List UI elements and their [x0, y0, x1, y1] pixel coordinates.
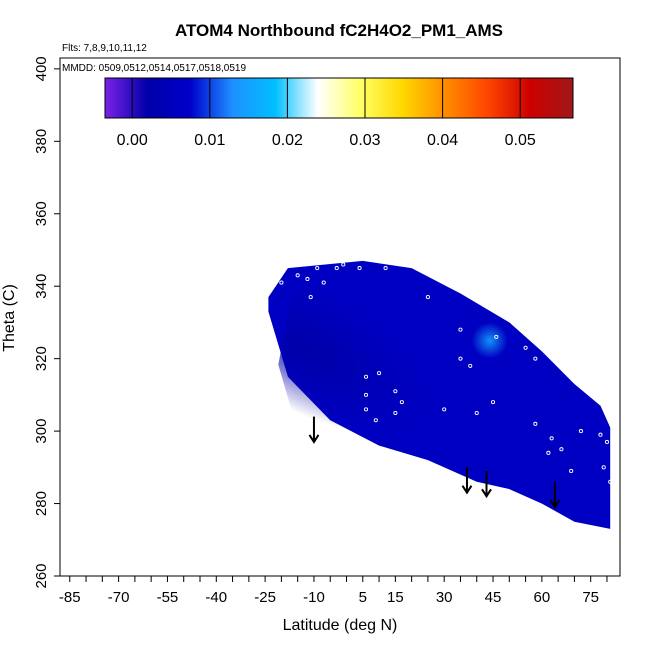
observation-point: [549, 436, 554, 441]
colorbar-tick-label: 0.02: [272, 132, 303, 149]
x-tick-label: 15: [387, 589, 404, 606]
flight-arrow: [549, 481, 561, 510]
field-high-spot: [471, 322, 508, 359]
observation-point: [546, 450, 551, 455]
observation-point: [494, 334, 499, 339]
y-axis: 260 280 300 320 340 360 380 400: [33, 56, 60, 589]
observation-point: [442, 407, 447, 412]
contour-field: [189, 260, 611, 529]
observation-point: [321, 280, 326, 285]
y-tick-label: 260: [33, 563, 50, 588]
observation-point: [490, 400, 496, 405]
observation-point: [578, 429, 583, 434]
x-tick-label: -85: [59, 589, 81, 606]
y-axis-title: Theta (C): [1, 284, 18, 352]
x-tick-label: -25: [254, 589, 276, 606]
observation-point: [559, 447, 564, 452]
observation-point: [377, 371, 382, 376]
y-tick-label: 340: [33, 274, 50, 299]
observation-point: [523, 345, 528, 350]
observation-point: [334, 266, 339, 271]
observation-point: [533, 421, 538, 426]
observation-point: [458, 327, 463, 332]
colorbar-tick-label: 0.01: [194, 132, 225, 149]
x-tick-label: -70: [108, 589, 130, 606]
flight-arrow: [481, 470, 492, 499]
observation-point: [608, 479, 613, 484]
x-axis: -85 -70 -55 -40 -25 -10 5 15 30 45 60 75: [59, 576, 608, 606]
observation-point: [315, 266, 320, 271]
colorbar-tick-label: 0.04: [427, 132, 458, 149]
observation-point: [295, 273, 300, 278]
x-tick-label: 5: [359, 589, 367, 606]
y-tick-label: 300: [33, 419, 50, 444]
flights-note: Flts: 7,8,9,10,11,12: [62, 43, 147, 54]
observation-point: [393, 389, 398, 394]
colorbar: 0.00 0.01 0.02 0.03 0.04 0.05: [104, 77, 574, 149]
flight-arrow: [461, 467, 473, 495]
observation-point: [373, 418, 378, 423]
x-tick-label: 45: [485, 589, 502, 606]
observation-point: [598, 432, 603, 437]
observation-points: [279, 262, 613, 484]
observation-point: [604, 439, 610, 445]
colorbar-tick-label: 0.00: [117, 132, 148, 149]
x-tick-label: -40: [205, 589, 227, 606]
observation-point: [383, 266, 388, 271]
x-tick-label: 75: [582, 589, 599, 606]
y-tick-label: 400: [33, 56, 50, 81]
colorbar-tick-label: 0.05: [505, 132, 536, 149]
flight-arrow-head: [308, 434, 320, 444]
x-tick-label: -10: [303, 589, 325, 606]
observation-point: [601, 465, 606, 470]
flight-arrow: [308, 416, 320, 444]
observation-point: [474, 410, 479, 416]
observation-point: [569, 468, 574, 474]
y-tick-label: 380: [33, 129, 50, 154]
dates-note: MMDD: 0509,0512,0514,0517,0518,0519: [62, 63, 246, 74]
observation-point: [363, 407, 369, 412]
observation-point: [393, 410, 398, 416]
x-tick-label: 60: [534, 589, 551, 606]
observation-point: [458, 356, 463, 361]
y-tick-label: 360: [33, 201, 50, 226]
observation-point: [399, 400, 404, 405]
observation-point: [308, 295, 313, 300]
observation-point: [468, 363, 473, 368]
plot-frame: [59, 57, 621, 577]
flight-arrow-head: [461, 485, 473, 495]
flight-arrow-head: [549, 499, 561, 510]
chart-title: ATOM4 Northbound fC2H4O2_PM1_AMS: [175, 21, 503, 40]
flight-arrows: [308, 416, 561, 510]
observation-point: [425, 295, 430, 300]
observation-point: [357, 266, 362, 271]
x-axis-title: Latitude (deg N): [283, 617, 398, 634]
observation-point: [341, 262, 346, 267]
flight-arrow-head: [481, 488, 492, 499]
colorbar-tick-label: 0.03: [349, 132, 380, 149]
x-tick-label: -55: [157, 589, 179, 606]
observation-point: [533, 356, 538, 361]
x-tick-label: 30: [436, 589, 453, 606]
observation-point: [279, 280, 284, 285]
y-tick-label: 280: [33, 491, 50, 516]
y-tick-label: 320: [33, 346, 50, 371]
observation-point: [363, 374, 369, 379]
observation-point: [305, 276, 310, 282]
observation-point: [363, 392, 369, 397]
colorbar-gradient: [104, 77, 574, 119]
